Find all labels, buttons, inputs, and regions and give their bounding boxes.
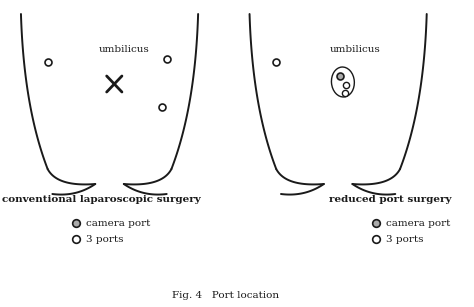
- Text: 3 ports: 3 ports: [86, 235, 123, 243]
- Ellipse shape: [331, 67, 355, 97]
- Text: umbilicus: umbilicus: [99, 45, 149, 54]
- Text: reduced port surgery: reduced port surgery: [328, 195, 451, 204]
- Text: camera port: camera port: [386, 219, 450, 227]
- Text: umbilicus: umbilicus: [330, 45, 381, 54]
- Text: 3 ports: 3 ports: [386, 235, 423, 243]
- Text: conventional laparoscopic surgery: conventional laparoscopic surgery: [2, 195, 201, 204]
- Text: Fig. 4   Port location: Fig. 4 Port location: [172, 290, 279, 300]
- Text: camera port: camera port: [86, 219, 150, 227]
